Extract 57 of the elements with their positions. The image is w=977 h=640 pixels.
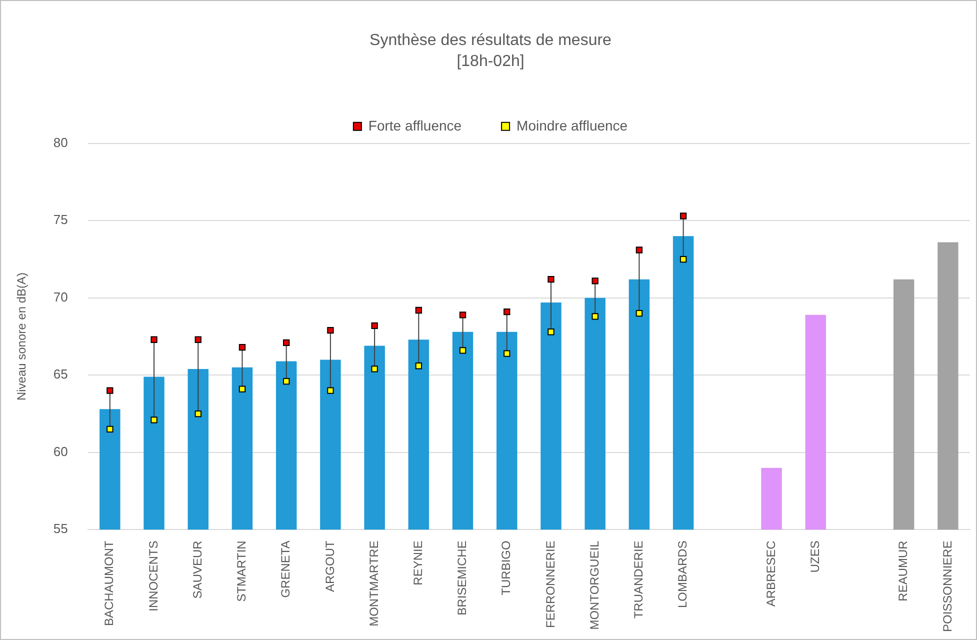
chart-title: Synthèse des résultats de mesure <box>370 32 612 50</box>
point <box>592 313 598 320</box>
legend-label: Moindre affluence <box>516 117 628 134</box>
y-tick-label: 75 <box>53 212 68 228</box>
point <box>592 278 598 284</box>
x-tick-label: TRUANDERIE <box>632 540 646 619</box>
y-tick-label: 80 <box>53 134 68 150</box>
x-tick-label: ARBRESEC <box>764 540 778 607</box>
y-tick-label: 55 <box>53 521 68 536</box>
point <box>548 276 554 283</box>
point <box>459 312 466 318</box>
point <box>371 366 378 372</box>
x-tick-label: SAUVEUR <box>190 540 204 599</box>
point <box>415 362 422 370</box>
x-tick-label: TURBIGO <box>499 540 514 596</box>
point <box>106 426 114 433</box>
x-tick-label: BACHAUMONT <box>102 540 116 626</box>
point <box>680 256 687 263</box>
point <box>194 410 202 418</box>
point <box>548 328 554 336</box>
point <box>504 350 510 357</box>
point <box>283 378 290 385</box>
point <box>327 387 334 394</box>
point <box>150 336 158 343</box>
x-tick-label: ARGOUT <box>322 540 337 592</box>
x-tick-label: GRENETA <box>278 540 293 598</box>
chart-subtitle: [18h-02h] <box>456 53 524 70</box>
x-tick-label: POISSONNIERE <box>940 540 954 632</box>
point <box>415 306 422 314</box>
point <box>238 344 246 351</box>
y-tick-label: 65 <box>53 366 68 382</box>
point <box>194 336 202 343</box>
x-tick-label: UZES <box>808 540 822 573</box>
point <box>680 212 687 220</box>
point <box>283 339 290 346</box>
point <box>327 327 334 334</box>
y-tick-label: 60 <box>53 444 68 459</box>
point <box>238 386 246 392</box>
point <box>504 308 510 316</box>
legend-label: Forte affluence <box>368 117 462 134</box>
x-tick-label: REAUMUR <box>896 540 910 602</box>
x-tick-label: LOMBARDS <box>676 540 690 608</box>
y-axis-title: Niveau sonore en dB(A) <box>14 272 29 401</box>
point <box>459 347 466 354</box>
x-tick-label: MONTMARTRE <box>366 540 381 626</box>
x-tick-label: INNOCENTS <box>146 540 160 612</box>
point <box>636 310 643 317</box>
point <box>371 322 378 330</box>
x-tick-label: MONTORGUEIL <box>587 540 602 630</box>
y-tick-label: 70 <box>53 289 68 304</box>
x-tick-label: REYNIE <box>410 540 425 586</box>
point <box>106 387 114 394</box>
point <box>636 246 643 254</box>
x-tick-label: BRISEMICHE <box>455 540 470 616</box>
point <box>150 416 158 424</box>
x-tick-label: STMARTIN <box>234 540 249 602</box>
x-tick-label: FERRONNERIE <box>543 540 558 628</box>
